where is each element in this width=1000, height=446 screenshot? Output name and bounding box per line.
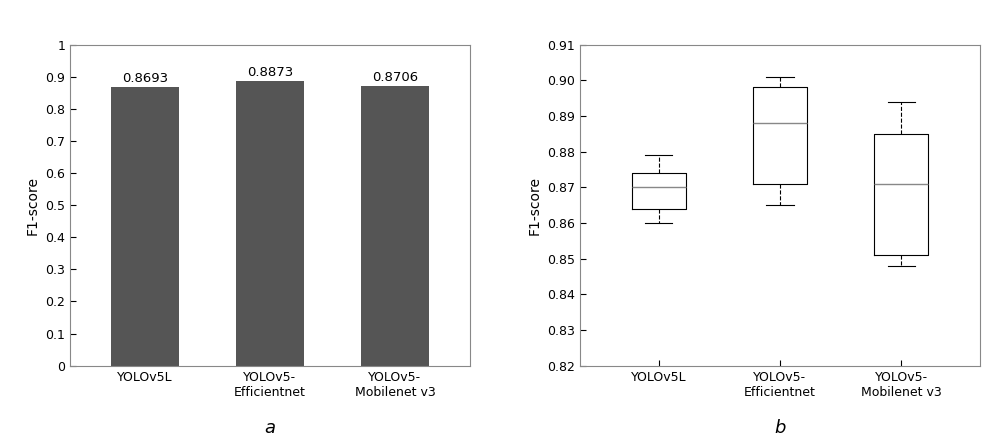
- Text: a: a: [264, 419, 276, 437]
- Text: 0.8706: 0.8706: [372, 71, 418, 84]
- Y-axis label: F1-score: F1-score: [26, 176, 40, 235]
- Text: 0.8693: 0.8693: [122, 72, 168, 85]
- Bar: [111, 87, 179, 366]
- Y-axis label: F1-score: F1-score: [528, 176, 542, 235]
- Bar: [361, 86, 429, 366]
- Bar: [236, 81, 304, 366]
- Text: 0.8873: 0.8873: [247, 66, 293, 79]
- Text: b: b: [774, 419, 786, 437]
